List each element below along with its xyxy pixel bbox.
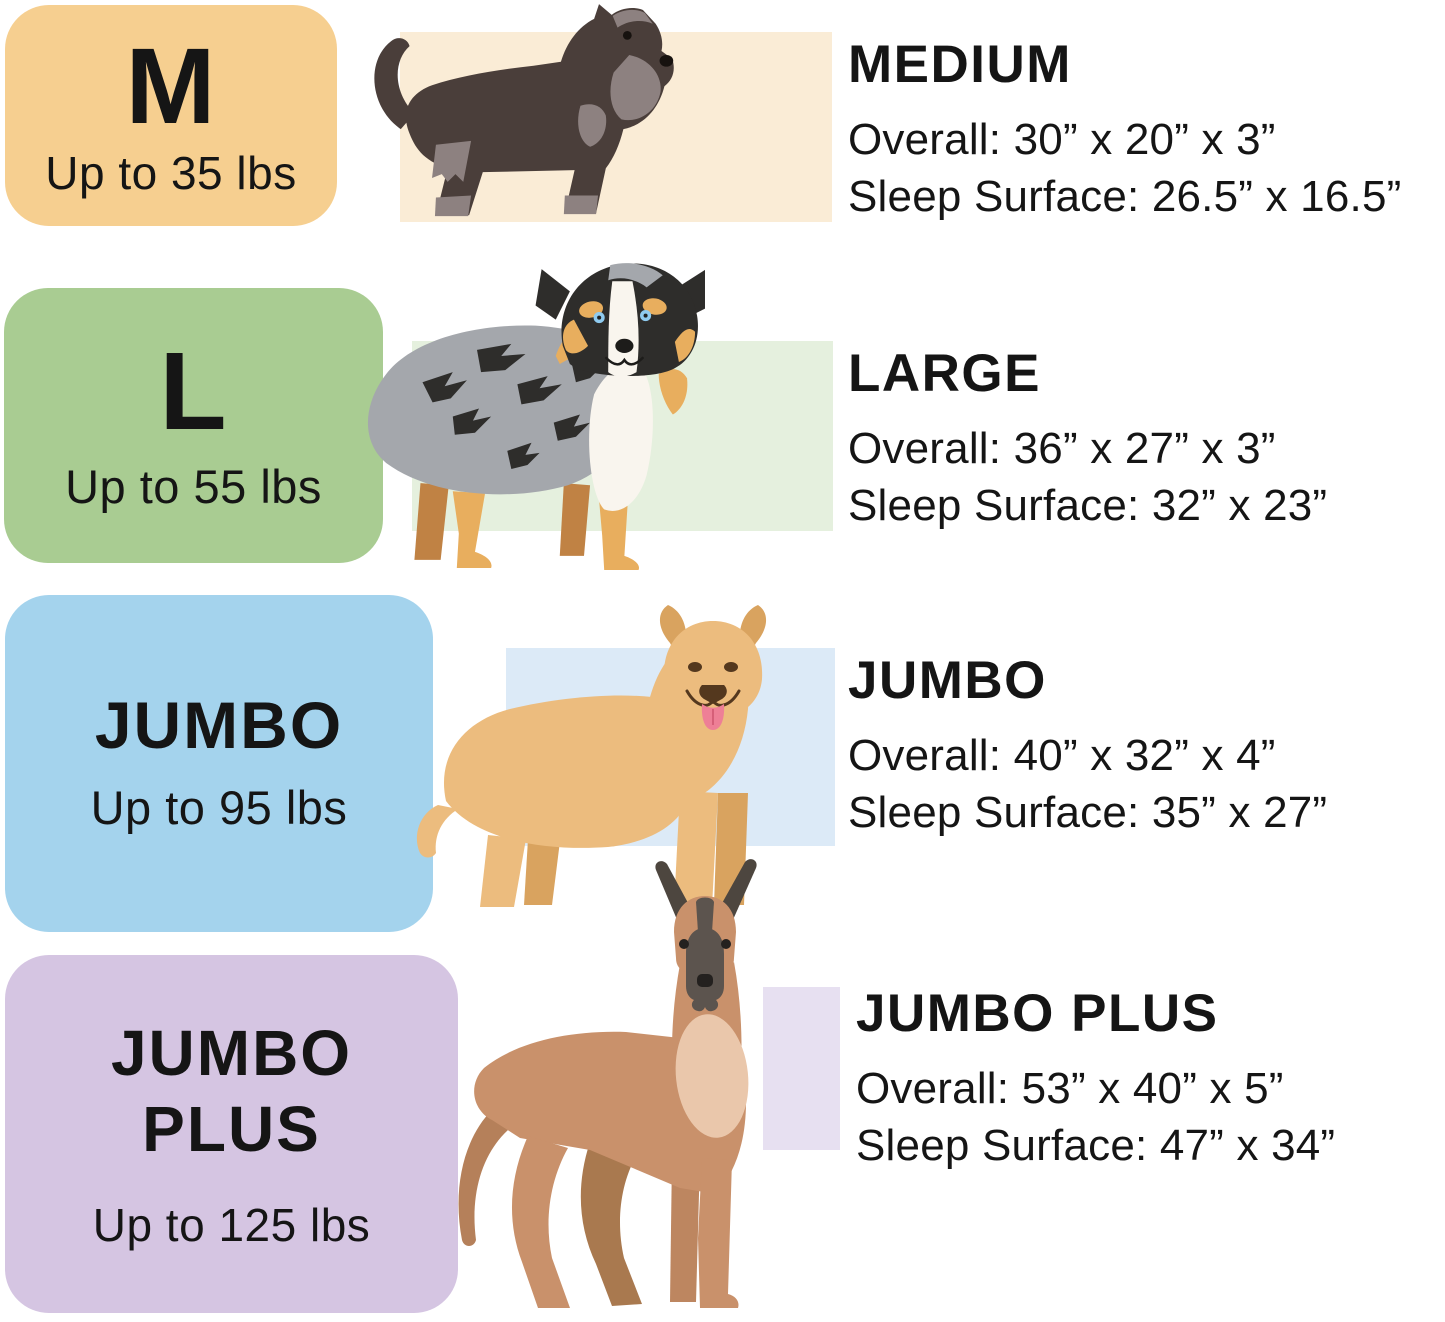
spec-overall-jumbo-plus: Overall: 53” x 40” x 5”: [856, 1064, 1284, 1113]
size-badge-jumbo-plus: JUMBO PLUS Up to 125 lbs: [5, 955, 458, 1313]
spec-overall-large: Overall: 36” x 27” x 3”: [848, 424, 1276, 473]
badge-letter-large: L: [159, 330, 228, 453]
bed-band-jumbo-plus: [763, 987, 840, 1150]
spec-jumbo: JUMBO Overall: 40” x 32” x 4” Sleep Surf…: [848, 650, 1327, 841]
spec-title-medium: MEDIUM: [848, 35, 1072, 94]
size-badge-medium: M Up to 35 lbs: [5, 5, 337, 226]
badge-weight-large: Up to 55 lbs: [65, 460, 322, 513]
dog-illustration-miniature-schnauzer: [374, 4, 674, 217]
spec-sleep-medium: Sleep Surface: 26.5” x 16.5”: [848, 172, 1402, 221]
dog-illustration-australian-shepherd: [367, 263, 705, 570]
badge-weight-jumbo: Up to 95 lbs: [90, 781, 348, 834]
spec-overall-medium: Overall: 30” x 20” x 3”: [848, 115, 1276, 164]
spec-title-jumbo-plus: JUMBO PLUS: [856, 984, 1219, 1043]
size-badge-jumbo: JUMBO Up to 95 lbs: [5, 595, 433, 932]
spec-title-large: LARGE: [848, 344, 1041, 403]
spec-overall-jumbo: Overall: 40” x 32” x 4”: [848, 731, 1276, 780]
badge-weight-medium: Up to 35 lbs: [45, 146, 297, 199]
dog-illustration-golden-retriever: [416, 605, 767, 907]
spec-sleep-large: Sleep Surface: 32” x 23”: [848, 481, 1328, 530]
dog-illustration-great-dane: [458, 859, 757, 1308]
spec-large: LARGE Overall: 36” x 27” x 3” Sleep Surf…: [848, 343, 1327, 534]
spec-jumbo-plus: JUMBO PLUS Overall: 53” x 40” x 5” Sleep…: [856, 983, 1335, 1174]
size-badge-large: L Up to 55 lbs: [4, 288, 383, 563]
spec-sleep-jumbo-plus: Sleep Surface: 47” x 34”: [856, 1121, 1336, 1170]
spec-sleep-jumbo: Sleep Surface: 35” x 27”: [848, 788, 1328, 837]
spec-title-jumbo: JUMBO: [848, 651, 1047, 710]
spec-medium: MEDIUM Overall: 30” x 20” x 3” Sleep Sur…: [848, 34, 1401, 225]
badge-letter-medium: M: [125, 24, 217, 146]
badge-letter-jumbo-plus: JUMBO PLUS: [110, 1017, 353, 1165]
badge-weight-jumbo-plus: Up to 125 lbs: [92, 1198, 371, 1251]
badge-letter-jumbo: JUMBO: [94, 688, 344, 762]
